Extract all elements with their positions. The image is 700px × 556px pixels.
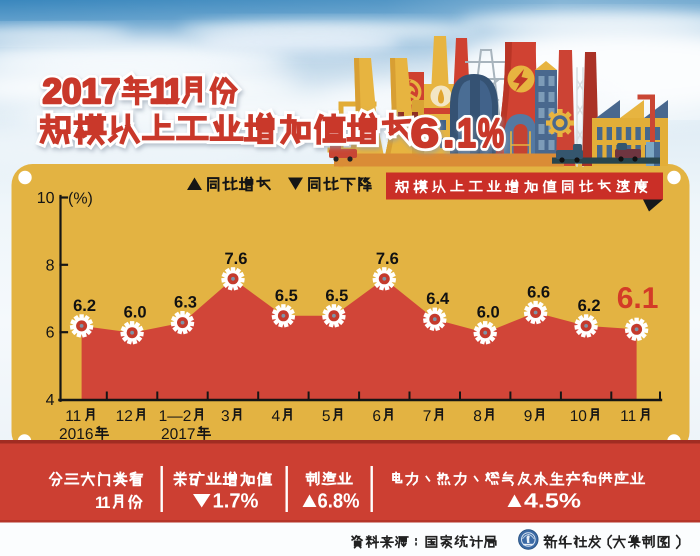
svg-text:1: 1 — [457, 110, 476, 156]
svg-text:6: 6 — [372, 408, 381, 425]
svg-text:6.0: 6.0 — [124, 304, 147, 322]
svg-text:9: 9 — [524, 408, 533, 425]
svg-text:10: 10 — [37, 190, 55, 207]
svg-text:11: 11 — [620, 408, 636, 425]
svg-text:11: 11 — [150, 72, 184, 111]
svg-text:1.7%: 1.7% — [213, 490, 259, 513]
svg-text:6: 6 — [46, 325, 55, 342]
svg-text:.: . — [443, 110, 454, 156]
svg-text:6.3: 6.3 — [174, 294, 197, 312]
svg-text:12: 12 — [116, 408, 133, 425]
svg-text:4: 4 — [271, 408, 280, 425]
svg-text:6.1: 6.1 — [617, 282, 659, 315]
svg-text:7.6: 7.6 — [376, 250, 399, 268]
svg-text:5: 5 — [322, 408, 331, 425]
svg-text:6.5: 6.5 — [275, 287, 298, 305]
svg-text:10: 10 — [570, 408, 588, 425]
svg-text:6.2: 6.2 — [73, 297, 96, 315]
svg-text:11: 11 — [95, 494, 110, 512]
svg-text:8: 8 — [473, 408, 482, 425]
svg-text:6.8%: 6.8% — [318, 490, 360, 513]
svg-text:.: . — [443, 110, 454, 156]
svg-text:2017: 2017 — [43, 72, 121, 111]
svg-text:2017: 2017 — [43, 72, 121, 111]
svg-text:3: 3 — [221, 408, 230, 425]
svg-text:2016: 2016 — [59, 426, 93, 443]
svg-text:7: 7 — [423, 408, 432, 425]
svg-text:1—2: 1—2 — [159, 408, 192, 425]
svg-text:11: 11 — [65, 408, 81, 425]
svg-text:6.6: 6.6 — [527, 283, 550, 301]
svg-text:%: % — [478, 110, 504, 156]
svg-text:(%): (%) — [68, 191, 93, 208]
svg-text:6: 6 — [411, 110, 440, 156]
svg-text:4.5%: 4.5% — [524, 490, 581, 513]
svg-text:6.5: 6.5 — [325, 287, 348, 305]
svg-text:4: 4 — [46, 392, 55, 409]
svg-text:1: 1 — [457, 110, 476, 156]
svg-text:6: 6 — [411, 110, 440, 156]
svg-text:%: % — [478, 110, 504, 156]
svg-text:6.2: 6.2 — [578, 297, 601, 315]
svg-text:7.6: 7.6 — [224, 250, 247, 268]
svg-text:2017: 2017 — [161, 426, 195, 443]
svg-text:8: 8 — [46, 257, 55, 274]
svg-text:6.4: 6.4 — [426, 290, 450, 308]
svg-text:6.0: 6.0 — [477, 304, 500, 322]
